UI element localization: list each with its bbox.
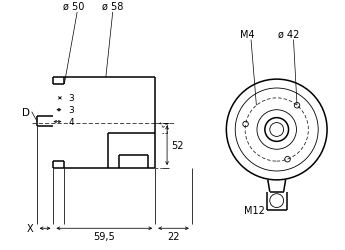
Text: D: D xyxy=(22,107,30,117)
Text: M4: M4 xyxy=(240,30,254,40)
Text: 52: 52 xyxy=(171,141,184,151)
Text: 59,5: 59,5 xyxy=(93,231,115,241)
Text: ø 42: ø 42 xyxy=(278,30,299,40)
Text: ø 58: ø 58 xyxy=(102,2,124,12)
Text: X: X xyxy=(27,224,33,233)
Text: M12: M12 xyxy=(244,205,265,215)
Text: 3: 3 xyxy=(68,94,74,103)
Text: 3: 3 xyxy=(68,106,74,115)
Text: 4: 4 xyxy=(68,118,74,126)
Text: ø 50: ø 50 xyxy=(62,2,84,12)
Text: 22: 22 xyxy=(167,231,180,241)
